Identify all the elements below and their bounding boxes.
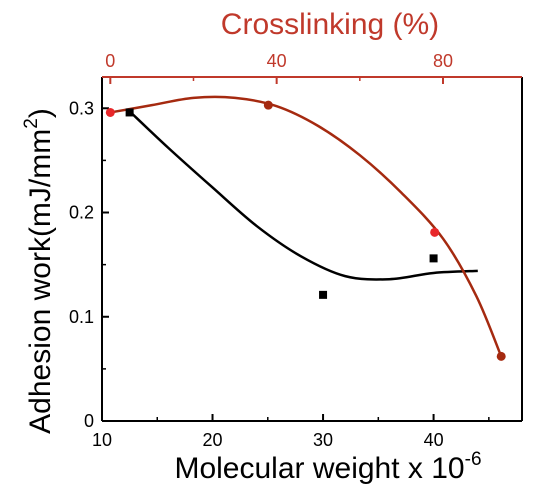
x-axis-title: Molecular weight x 10-6	[174, 449, 481, 485]
top-tick-label: 80	[433, 51, 453, 71]
molecular-weight-point	[429, 254, 438, 263]
top-tick-label: 40	[267, 51, 287, 71]
crosslinking-point	[263, 100, 273, 110]
y-axis-title-text: Adhesion work(mJ/mm	[24, 129, 57, 434]
plot-frame	[101, 76, 523, 422]
y-tick-label: 0	[84, 411, 94, 431]
x-tick-label: 40	[424, 430, 444, 450]
x-tick-label: 20	[203, 430, 223, 450]
y-axis-title-exponent: 2	[21, 118, 42, 129]
x-tick-label: 10	[92, 430, 112, 450]
x-tick-label: 30	[313, 430, 333, 450]
molecular-weight-point	[125, 108, 134, 117]
crosslinking-fit-curve	[110, 95, 503, 357]
y-tick-label: 0.1	[69, 307, 94, 327]
x-axis-title-exponent: -6	[465, 449, 482, 470]
crosslinking-point	[105, 107, 115, 117]
x-axis-title-text: Molecular weight x 10	[174, 452, 464, 485]
molecular-weight-fit-curve	[128, 110, 478, 281]
data-points	[105, 100, 506, 361]
fit-curves	[110, 95, 503, 357]
y-tick-label: 0.2	[69, 203, 94, 223]
y-tick-label: 0.3	[69, 98, 94, 118]
y-axis-title-end: )	[24, 108, 57, 118]
y-axis-title: Adhesion work(mJ/mm2)	[21, 108, 57, 434]
crosslinking-point	[496, 351, 506, 361]
molecular-weight-point	[319, 290, 328, 299]
top-axis-title: Crosslinking (%)	[221, 8, 439, 41]
ticks: 10 20 30 40 0 0.1 0.2 0.3 0 40 80	[69, 51, 490, 450]
top-tick-label: 0	[105, 51, 115, 71]
crosslinking-point	[430, 227, 440, 237]
